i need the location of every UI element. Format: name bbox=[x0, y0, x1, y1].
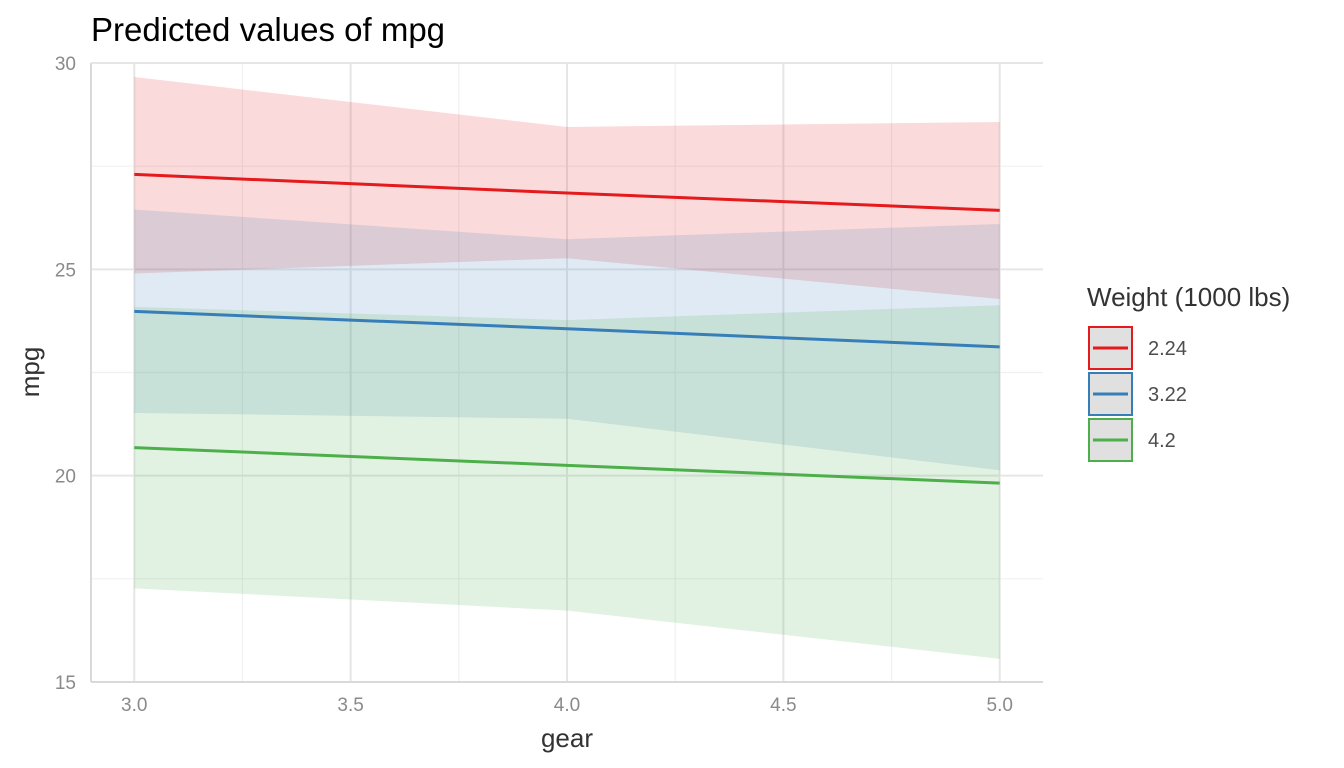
y-tick-label: 15 bbox=[55, 673, 76, 694]
legend-label: 3.22 bbox=[1148, 384, 1187, 406]
legend-label: 4.2 bbox=[1148, 430, 1176, 452]
series-line-2 bbox=[134, 446, 1000, 485]
legend-item: 3.22 bbox=[1088, 372, 1187, 416]
legend-item: 2.24 bbox=[1088, 326, 1187, 370]
x-tick-label: 5.0 bbox=[987, 695, 1013, 716]
legend-items: 2.24 3.22 4.2 bbox=[1088, 326, 1187, 462]
legend-title: Weight (1000 lbs) bbox=[1087, 282, 1290, 312]
y-tick-label: 25 bbox=[55, 260, 76, 281]
legend-label: 2.24 bbox=[1148, 338, 1187, 360]
series-line-layer bbox=[134, 172, 1000, 485]
x-tick-label: 3.5 bbox=[337, 695, 363, 716]
series-line-0 bbox=[134, 172, 1000, 212]
axis-layer bbox=[90, 63, 1043, 683]
tick-label-layer: 3.0 3.5 4.0 4.5 5.0 15 20 25 30 bbox=[55, 54, 1013, 716]
ci-band-1 bbox=[134, 209, 1000, 471]
ci-band-layer bbox=[134, 77, 1000, 659]
legend-item: 4.2 bbox=[1088, 418, 1176, 462]
series-line-1 bbox=[134, 309, 1000, 349]
legend: Weight (1000 lbs) 2.24 3.22 4.2 bbox=[1087, 282, 1290, 462]
x-tick-label: 3.0 bbox=[121, 695, 147, 716]
y-tick-label: 30 bbox=[55, 54, 76, 75]
x-tick-label: 4.5 bbox=[770, 695, 796, 716]
x-axis-title: gear bbox=[541, 723, 593, 753]
y-tick-label: 20 bbox=[55, 467, 76, 488]
ci-band-2 bbox=[134, 305, 1000, 659]
chart-title: Predicted values of mpg bbox=[91, 11, 445, 48]
ci-band-0 bbox=[134, 77, 1000, 300]
y-axis-title: mpg bbox=[15, 347, 45, 398]
x-tick-label: 4.0 bbox=[554, 695, 580, 716]
